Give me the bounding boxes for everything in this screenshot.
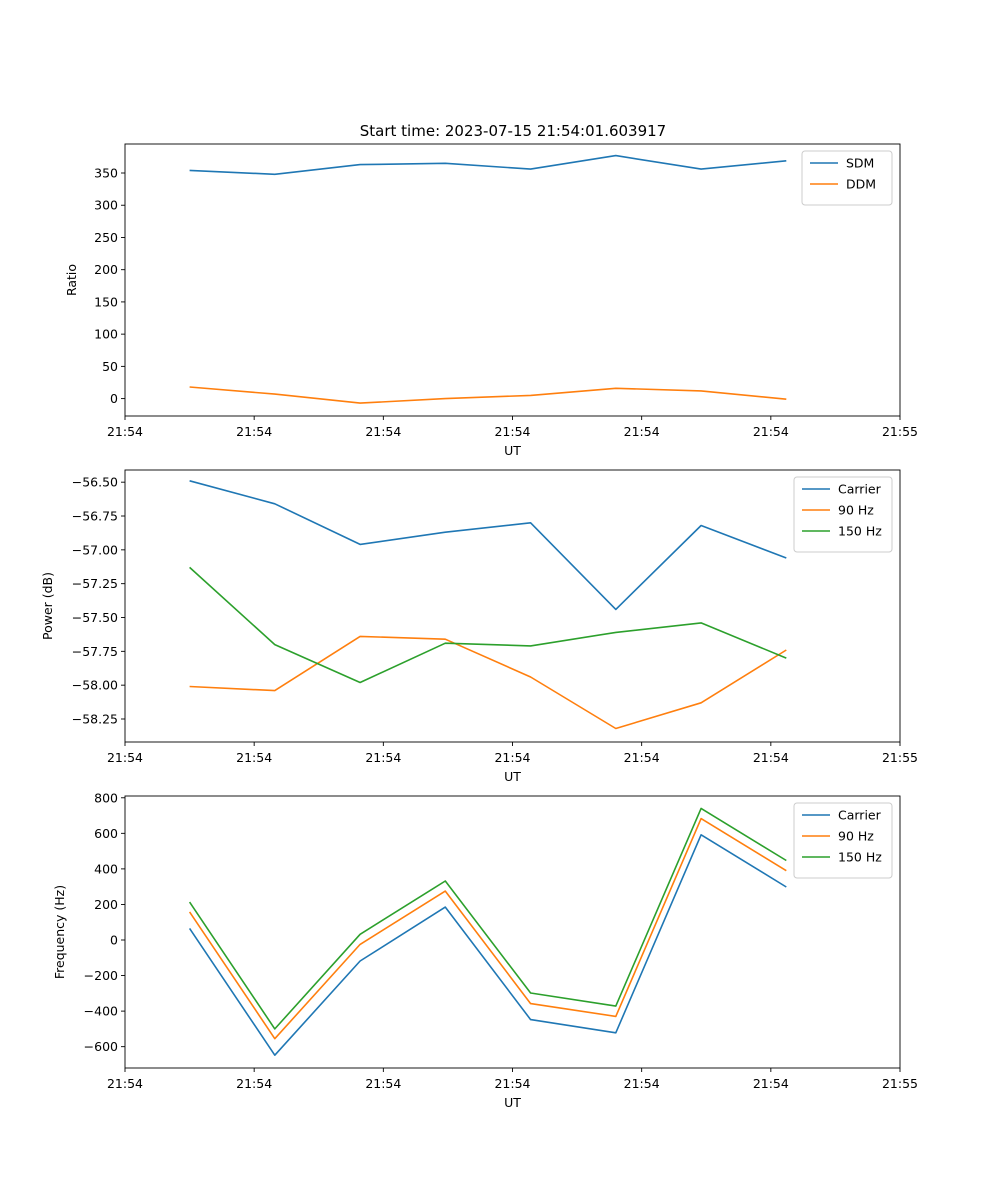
legend-label: 90 Hz: [838, 503, 874, 518]
series-line-90-hz: [189, 635, 787, 730]
x-tick-label: 21:54: [624, 750, 660, 765]
y-tick-label: 50: [102, 359, 118, 374]
legend-label: 90 Hz: [838, 829, 874, 844]
x-tick-label: 21:55: [882, 1076, 918, 1091]
series-line-150-hz: [189, 566, 787, 684]
y-tick-label: −57.25: [72, 576, 118, 591]
x-tick-label: 21:54: [236, 424, 272, 439]
y-tick-label: 400: [94, 861, 118, 876]
y-tick-label: 300: [94, 198, 118, 213]
legend-label: 150 Hz: [838, 850, 882, 865]
y-tick-label: 0: [110, 933, 118, 948]
legend-label: SDM: [846, 156, 874, 171]
legend-label: DDM: [846, 177, 876, 192]
y-tick-label: −58.00: [72, 678, 118, 693]
y-tick-label: 100: [94, 327, 118, 342]
y-tick-label: −400: [84, 1004, 118, 1019]
series-line-90-hz: [188, 817, 787, 1040]
legend-box: [801, 150, 893, 206]
y-tick-label: −56.50: [72, 475, 118, 490]
figure-title: Start time: 2023-07-15 21:54:01.603917: [360, 122, 666, 140]
y-tick-label: 0: [110, 391, 118, 406]
x-tick-label: 21:54: [494, 424, 530, 439]
y-tick-label: 200: [94, 262, 118, 277]
panels: 21:54 21:54 21:54 21:54 21:54 21:54 21:55 UT 0 50…: [40, 143, 918, 1110]
series-line-carrier: [188, 833, 787, 1056]
y-tick-label: −57.00: [72, 542, 118, 557]
y-axis-label: Power (dB): [40, 572, 55, 640]
x-tick-label: 21:54: [107, 750, 143, 765]
y-axis-label: Frequency (Hz): [52, 885, 67, 979]
x-tick-label: 21:54: [753, 750, 789, 765]
x-tick-label: 21:54: [107, 424, 143, 439]
panel-2: 21:54 21:54 21:54 21:54 21:54 21:54 21:55 UT −56…: [40, 469, 918, 784]
y-tick-label: −200: [84, 968, 118, 983]
legend: Carrier 90 Hz 150 Hz: [793, 476, 893, 553]
y-tick-label: 600: [94, 826, 118, 841]
legend: SDM DDM: [801, 150, 893, 206]
x-tick-label: 21:55: [882, 750, 918, 765]
x-tick-label: 21:54: [236, 1076, 272, 1091]
legend-label: Carrier: [838, 482, 882, 497]
y-tick-label: 250: [94, 230, 118, 245]
x-tick-label: 21:54: [365, 750, 401, 765]
x-tick-label: 21:54: [365, 424, 401, 439]
y-axis-label: Ratio: [64, 264, 79, 296]
x-tick-label: 21:54: [365, 1076, 401, 1091]
series-line-carrier: [189, 480, 787, 611]
series-line-sdm: [189, 154, 787, 176]
panel-3: 21:54 21:54 21:54 21:54 21:54 21:54 21:55 UT −60…: [52, 790, 918, 1110]
x-axis-label: UT: [504, 443, 521, 458]
series-line-150-hz: [188, 807, 787, 1030]
legend-label: Carrier: [838, 808, 882, 823]
y-tick-label: −56.75: [72, 509, 118, 524]
x-tick-label: 21:55: [882, 424, 918, 439]
x-tick-label: 21:54: [624, 424, 660, 439]
x-tick-label: 21:54: [236, 750, 272, 765]
legend: Carrier 90 Hz 150 Hz: [793, 802, 893, 879]
x-tick-label: 21:54: [107, 1076, 143, 1091]
x-axis-label: UT: [504, 1095, 521, 1110]
x-tick-label: 21:54: [624, 1076, 660, 1091]
x-tick-label: 21:54: [753, 1076, 789, 1091]
x-tick-label: 21:54: [753, 424, 789, 439]
y-tick-label: 350: [94, 166, 118, 181]
y-tick-label: −57.75: [72, 644, 118, 659]
panel-1: 21:54 21:54 21:54 21:54 21:54 21:54 21:55 UT 0 50…: [64, 143, 918, 458]
x-tick-label: 21:54: [494, 750, 530, 765]
legend-box: [793, 802, 893, 879]
y-tick-label: −57.50: [72, 610, 118, 625]
y-tick-label: 800: [94, 790, 118, 805]
legend-label: 150 Hz: [838, 524, 882, 539]
y-tick-label: 150: [94, 294, 118, 309]
y-tick-label: −600: [84, 1039, 118, 1054]
legend-box: [793, 476, 893, 553]
y-tick-label: −58.25: [72, 711, 118, 726]
x-axis-label: UT: [504, 769, 521, 784]
series-line-ddm: [189, 386, 787, 404]
x-tick-label: 21:54: [494, 1076, 530, 1091]
y-tick-label: 200: [94, 897, 118, 912]
